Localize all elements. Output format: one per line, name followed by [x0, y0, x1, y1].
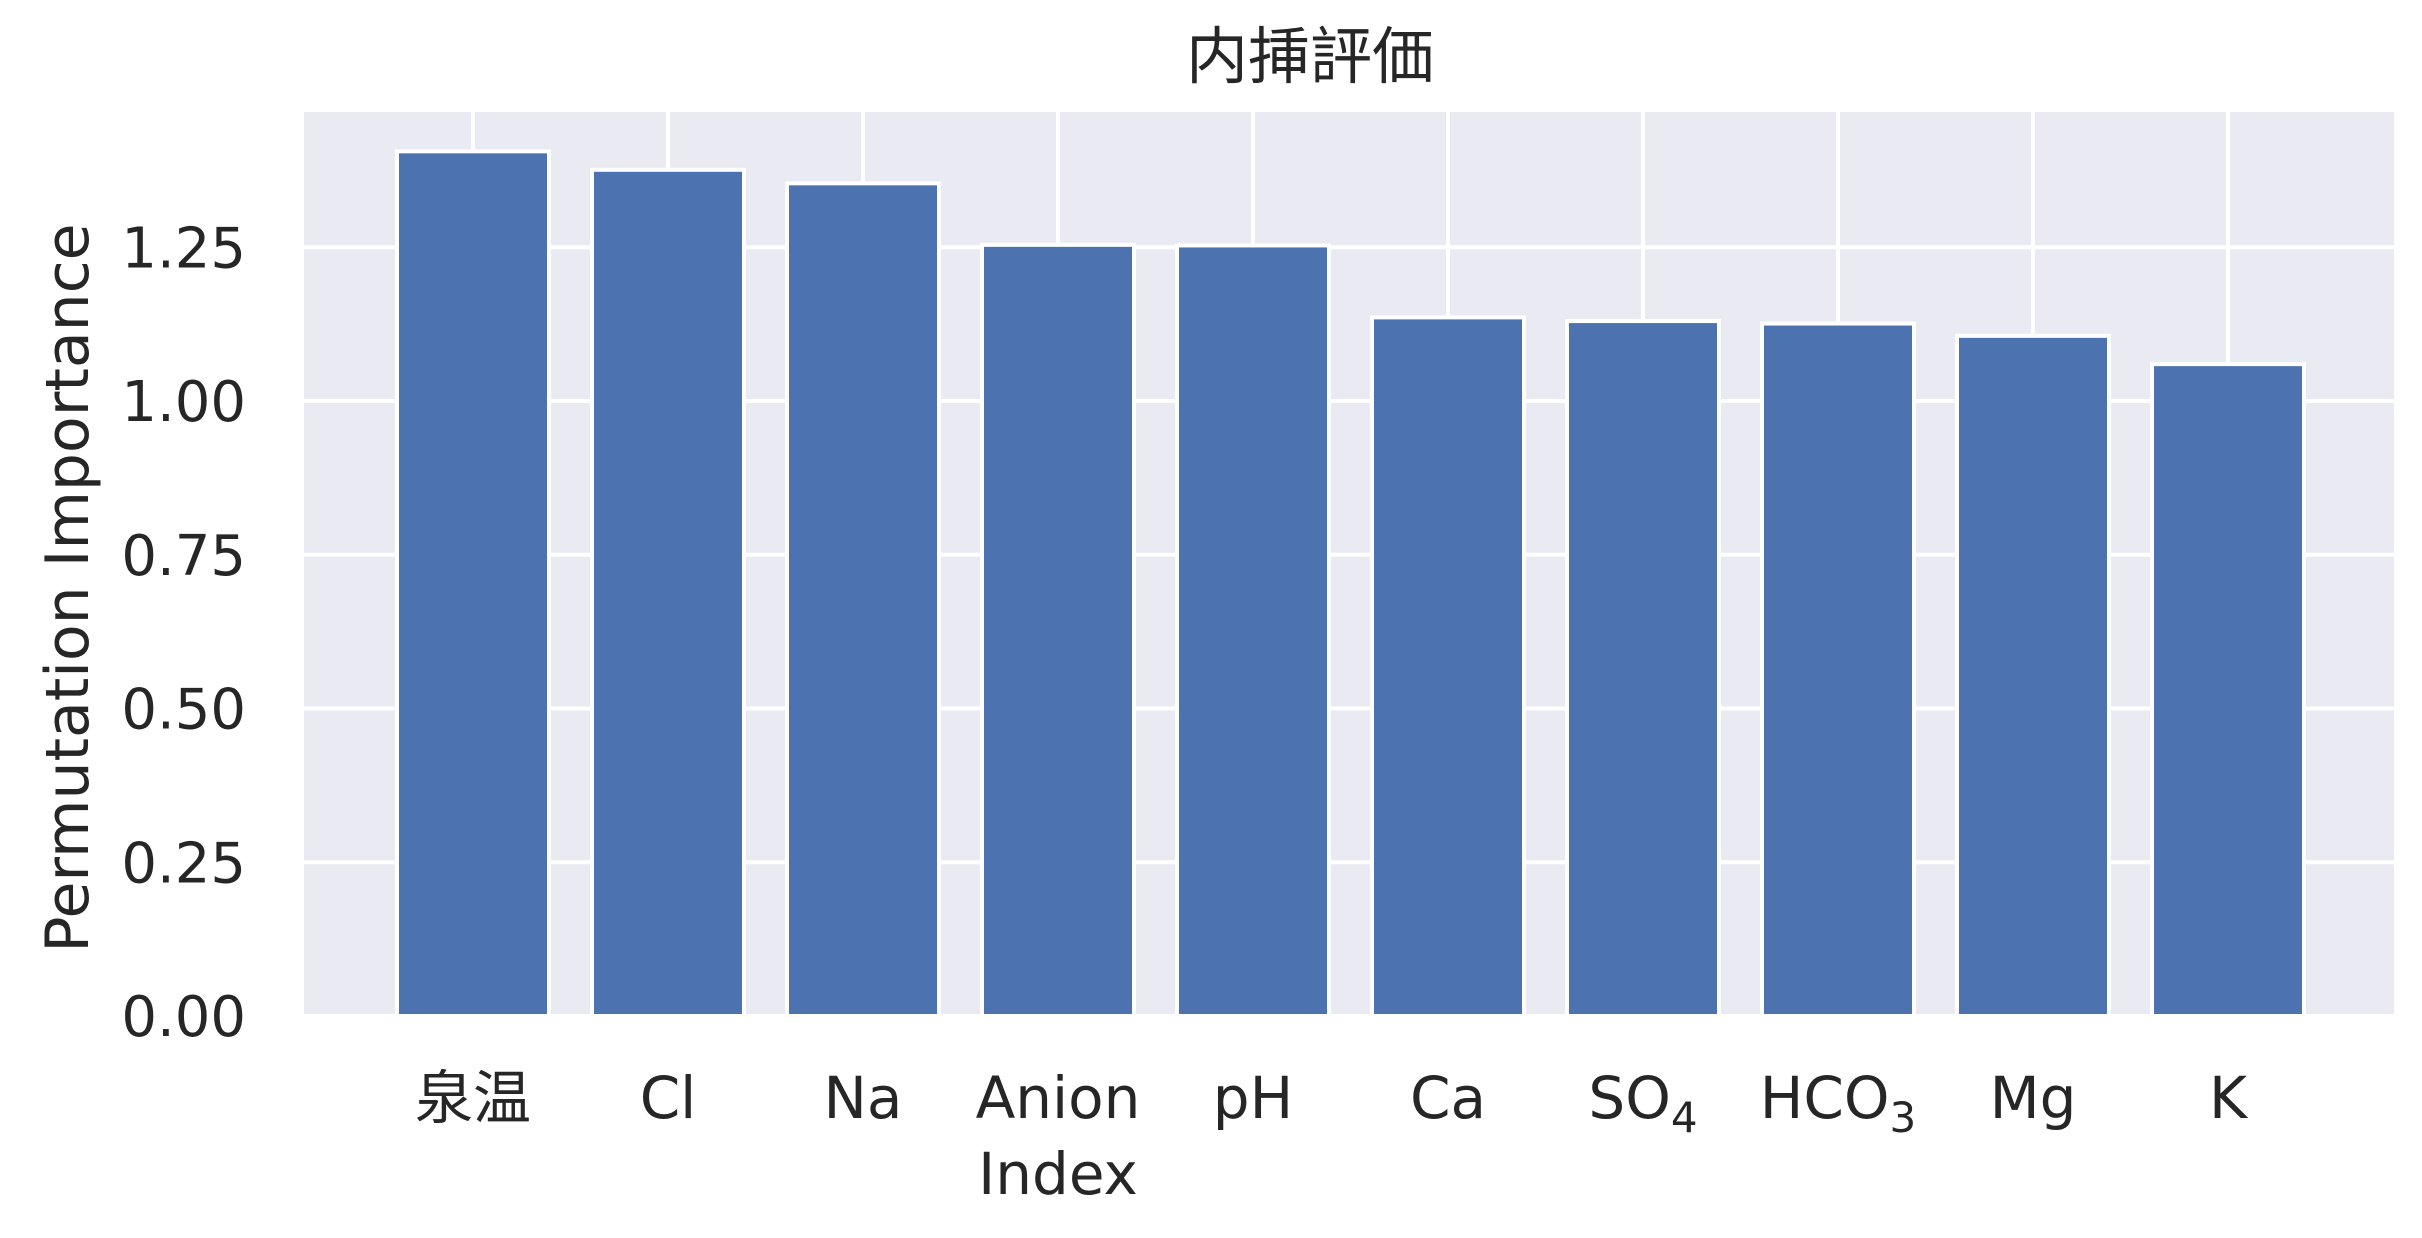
x-tick-label: Cl	[640, 1064, 697, 1132]
x-tick-label: 泉温	[415, 1064, 531, 1132]
bar	[1372, 317, 1524, 1016]
y-axis-ticks: 0.00 0.25 0.50 0.75 1.00 1.25	[121, 216, 246, 1050]
x-tick-label: Ca	[1410, 1064, 1486, 1132]
x-tick-label: pH	[1213, 1064, 1293, 1132]
x-tick-label: Mg	[1990, 1064, 2077, 1132]
bar	[1762, 324, 1914, 1016]
x-tick-label: Anion	[976, 1064, 1141, 1132]
x-tick-label: HCO3	[1760, 1064, 1917, 1142]
y-tick-label: 1.00	[121, 370, 246, 435]
x-tick-label-line2: Index	[978, 1140, 1138, 1208]
y-tick-label: 0.25	[121, 831, 246, 896]
y-tick-label: 1.25	[121, 216, 246, 281]
x-tick-label: SO4	[1588, 1064, 1697, 1142]
y-axis-label: Permutation Importance	[33, 223, 103, 952]
bar	[592, 170, 744, 1016]
bar	[1957, 336, 2109, 1016]
y-tick-label: 0.50	[121, 678, 246, 743]
x-axis-ticks: 泉温 Cl Na Anion Index pH Ca SO4 HCO3 Mg K	[415, 1064, 2249, 1208]
x-tick-label: K	[2209, 1064, 2249, 1132]
bar	[787, 183, 939, 1016]
y-tick-label: 0.00	[121, 985, 246, 1050]
bar	[397, 151, 549, 1016]
chart-title: 内挿評価	[1186, 20, 1434, 93]
x-tick-label: Na	[824, 1064, 903, 1132]
y-tick-label: 0.75	[121, 524, 246, 589]
bar	[982, 245, 1134, 1016]
bar	[2152, 364, 2304, 1016]
bar	[1567, 321, 1719, 1016]
bar	[1177, 245, 1329, 1016]
